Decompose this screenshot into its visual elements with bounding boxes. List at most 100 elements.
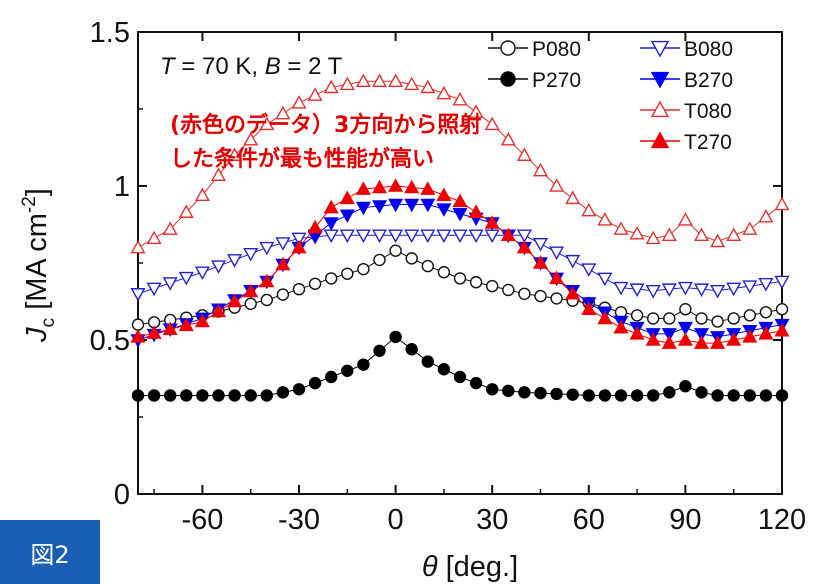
data-point [325, 370, 338, 384]
data-point [663, 386, 676, 399]
data-point [147, 389, 161, 402]
data-point [629, 326, 645, 340]
data-point [693, 227, 710, 242]
data-point [486, 279, 499, 293]
data-point [742, 329, 758, 343]
x-tick-label: -30 [278, 504, 320, 536]
data-point [388, 178, 404, 192]
data-point [437, 266, 451, 279]
legend-label: T080 [684, 100, 732, 123]
data-point [647, 312, 660, 325]
data-point [162, 277, 178, 291]
data-point [227, 293, 243, 308]
data-point [436, 85, 452, 100]
data-point [502, 384, 515, 398]
data-point [613, 221, 629, 235]
data-point [758, 209, 774, 223]
data-point [774, 322, 790, 337]
data-point [484, 215, 500, 229]
data-point [613, 281, 629, 296]
data-point [565, 254, 581, 269]
data-point [502, 283, 515, 297]
legend-marker [650, 100, 670, 118]
data-point [275, 105, 291, 120]
data-point [711, 315, 724, 328]
data-point [194, 187, 210, 202]
data-point [357, 262, 370, 276]
data-point [210, 167, 227, 181]
x-tick-label: 60 [573, 504, 605, 536]
data-point [661, 328, 677, 342]
data-point [677, 332, 693, 346]
data-point [421, 259, 434, 273]
data-point [405, 343, 418, 356]
data-point [178, 317, 194, 332]
y-tick-label: 1.5 [90, 17, 130, 49]
data-point [227, 254, 243, 268]
data-point [291, 232, 307, 247]
data-point [355, 73, 371, 88]
legend-label: P080 [532, 38, 581, 61]
data-series [130, 73, 790, 402]
data-point [131, 318, 145, 331]
data-point [355, 201, 371, 216]
data-point [727, 389, 740, 402]
data-point [146, 325, 162, 339]
legend-marker [650, 131, 670, 149]
data-point [308, 277, 322, 290]
data-point [550, 292, 563, 305]
data-point [711, 389, 724, 402]
data-point [130, 329, 146, 343]
data-point [647, 389, 660, 402]
data-point [388, 73, 404, 88]
data-point [389, 244, 402, 257]
data-point [420, 79, 436, 94]
data-point [275, 256, 291, 271]
y-tick-label: 0 [114, 479, 130, 511]
data-point [452, 193, 468, 208]
data-point [468, 104, 484, 118]
data-point [291, 239, 307, 254]
x-tick-label: 0 [388, 504, 404, 536]
data-point [404, 76, 420, 91]
data-point [775, 303, 789, 316]
data-point [453, 272, 467, 285]
data-point [196, 389, 209, 402]
data-point [341, 364, 354, 377]
data-point [162, 321, 178, 335]
data-point [468, 229, 484, 244]
data-point [613, 319, 629, 334]
x-tick-label: 120 [758, 504, 806, 536]
data-point [228, 389, 241, 402]
legend: P080 P270 B080 B270 T080 T270 [488, 38, 733, 154]
data-point [178, 271, 194, 286]
legend-item-P270: P270 [488, 69, 581, 92]
data-point [534, 386, 547, 400]
data-point [532, 162, 549, 177]
y-tick-label: 1 [114, 171, 130, 203]
data-point [516, 147, 532, 161]
condition-label: T = 70 K, B = 2 T [160, 53, 343, 80]
series-B080 [130, 229, 790, 302]
legend-marker [500, 40, 516, 56]
data-point [339, 190, 355, 205]
data-point [260, 389, 273, 402]
annotation-line-2: した条件が最も性能が高い [170, 146, 434, 172]
data-point [679, 303, 692, 316]
data-point [566, 388, 579, 401]
legend-item-B080: B080 [640, 38, 733, 61]
data-point [484, 229, 500, 244]
data-point [131, 389, 145, 402]
data-point [259, 273, 275, 288]
data-point [437, 363, 451, 376]
data-point [130, 288, 146, 302]
data-point [645, 230, 661, 245]
data-point [388, 198, 404, 213]
data-point [371, 73, 388, 88]
data-point [420, 229, 436, 244]
data-point [645, 332, 661, 346]
data-point [677, 212, 693, 226]
data-point [549, 270, 565, 285]
data-point [710, 284, 726, 299]
data-point [323, 79, 339, 94]
